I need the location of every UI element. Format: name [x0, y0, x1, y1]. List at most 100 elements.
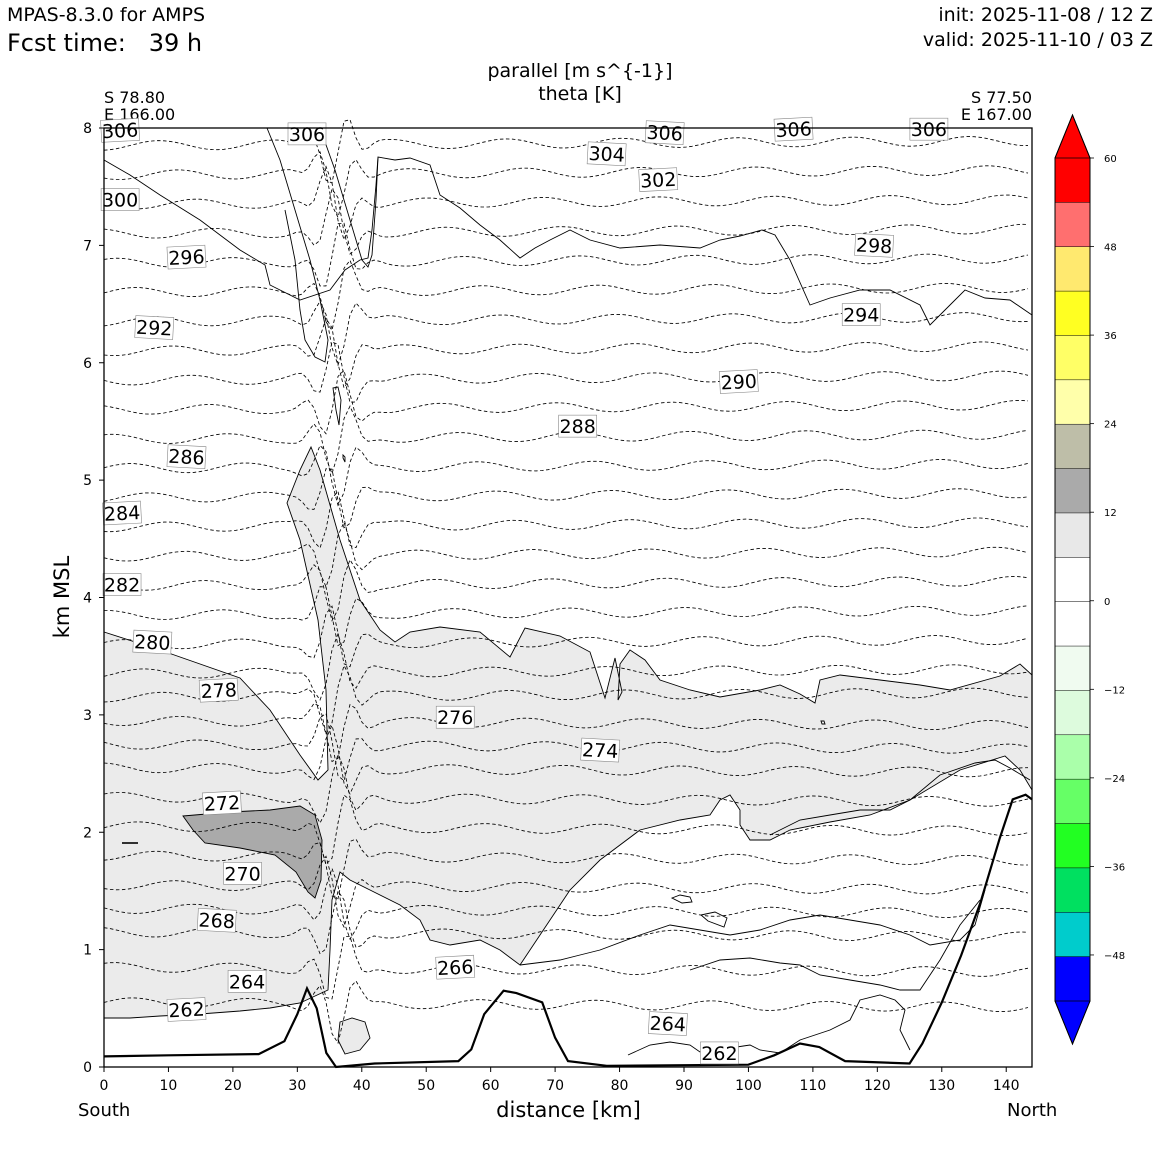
forecast-time: Fcst time: 39 h [7, 29, 203, 57]
colorbar-segment [1055, 512, 1090, 558]
theta-label-text: 270 [224, 863, 260, 885]
theta-label-text: 296 [168, 246, 205, 270]
chart-title-line-1: parallel [m s^{-1}] [487, 60, 673, 82]
colorbar-segment [1055, 557, 1090, 603]
theta-label-text: 290 [720, 371, 757, 395]
theta-label: 274 [580, 737, 621, 763]
colorbar-extend-over [1054, 113, 1091, 159]
colorbar-segment [1055, 335, 1090, 381]
valid-time: valid: 2025-11-10 / 03 Z [922, 29, 1153, 51]
colorbar-segment [1055, 734, 1090, 780]
y-tick-label: 5 [83, 473, 92, 489]
colorbar: 60 48 36 24 12 0 −12 −24 −36 −48 [1054, 113, 1125, 1046]
x-tick-label: 80 [611, 1078, 629, 1094]
theta-label: 298 [854, 233, 894, 258]
theta-label: 282 [102, 573, 142, 597]
wind-contour-small-1 [670, 894, 693, 904]
theta-label-text: 306 [289, 124, 325, 146]
theta-label-text: 306 [775, 118, 812, 142]
theta-label-text: 266 [437, 956, 474, 980]
south-label: South [78, 1100, 131, 1121]
y-axis: 0 1 2 3 4 5 6 7 8 [83, 121, 104, 1076]
wind-contour-lower-2 [689, 899, 981, 991]
theta-contour-10 [103, 702, 1029, 763]
theta-contour-28 [103, 165, 1029, 241]
theta-contour-17 [103, 490, 1029, 549]
theta-label: 300 [100, 188, 140, 212]
chart-title-line-2: theta [K] [538, 83, 622, 105]
theta-label-text: 274 [581, 739, 618, 763]
theta-label-text: 298 [855, 234, 892, 258]
theta-contour-14 [104, 586, 1029, 647]
theta-label-text: 306 [646, 122, 683, 146]
x-tick-label: 90 [675, 1078, 693, 1094]
colorbar-tick-label: 36 [1104, 331, 1117, 342]
model-title: MPAS-8.3.0 for AMPS [7, 4, 206, 26]
x-tick-label: 110 [800, 1078, 827, 1094]
theta-contour-13 [103, 605, 1029, 668]
x-tick-label: 100 [735, 1078, 762, 1094]
colorbar-segment [1055, 690, 1090, 736]
wind-contour-small-3 [820, 720, 826, 725]
theta-label: 268 [196, 907, 237, 933]
wind-shading [103, 445, 1033, 1055]
start-lat: S 78.80 [104, 88, 166, 107]
theta-label-text: 282 [104, 575, 140, 597]
theta-label: 284 [102, 500, 142, 526]
theta-contour-0 [103, 980, 1029, 1045]
colorbar-segment [1055, 202, 1090, 248]
y-tick-label: 2 [83, 825, 92, 841]
theta-label-text: 304 [588, 143, 625, 167]
colorbar-tick-label: 48 [1104, 243, 1117, 254]
y-tick-label: 4 [83, 591, 92, 607]
theta-label: 278 [198, 677, 239, 703]
theta-label: 276 [435, 705, 475, 729]
theta-label: 262 [700, 1041, 739, 1065]
theta-label-text: 268 [198, 909, 235, 933]
theta-label-text: 288 [560, 416, 596, 438]
theta-contour-16 [103, 521, 1029, 588]
theta-label: 306 [773, 116, 814, 142]
theta-label-text: 300 [102, 190, 138, 212]
colorbar-segment [1055, 379, 1090, 425]
north-label: North [1007, 1100, 1058, 1121]
theta-contour-19 [103, 444, 1029, 507]
colorbar-segment [1055, 646, 1090, 691]
theta-contour-2 [103, 890, 1029, 955]
theta-label-text: 264 [649, 1013, 686, 1037]
x-tick-label: 40 [353, 1078, 371, 1094]
theta-contour-30 [103, 119, 1029, 184]
colorbar-segment [1055, 291, 1090, 336]
colorbar-segment [1055, 601, 1090, 647]
y-axis-label: km MSL [50, 555, 74, 638]
colorbar-segment [1055, 867, 1090, 913]
y-tick-label: 6 [83, 356, 92, 372]
theta-contour-22 [103, 341, 1029, 403]
theta-label-text: 302 [640, 169, 677, 193]
x-tick-label: 50 [417, 1078, 435, 1094]
x-axis: 0 10 20 30 40 50 60 70 80 90 100 110 120 130 140 [100, 1067, 1020, 1094]
colorbar-tick-label: 0 [1104, 597, 1110, 608]
theta-contour-24 [103, 300, 1029, 367]
theta-contour-5 [103, 838, 1028, 900]
theta-label: 304 [586, 141, 627, 167]
wind-contour-small-2 [700, 911, 728, 928]
theta-label-text: 284 [103, 502, 140, 526]
theta-label: 306 [909, 117, 949, 141]
end-lon: E 167.00 [960, 105, 1032, 124]
theta-label: 272 [202, 790, 242, 816]
colorbar-segment [1055, 823, 1090, 869]
x-axis-label: distance [km] [496, 1098, 641, 1122]
theta-label-text: 264 [229, 971, 265, 993]
y-tick-label: 0 [83, 1060, 92, 1076]
shade-region-near-ground [337, 1017, 371, 1055]
theta-contour-21 [103, 369, 1029, 435]
theta-label-text: 278 [200, 679, 237, 703]
colorbar-tick-label: 12 [1104, 508, 1117, 519]
colorbar-segment [1055, 246, 1090, 292]
theta-contour-15 [103, 558, 1029, 622]
theta-contour-3 [103, 867, 1029, 940]
colorbar-segment [1055, 158, 1090, 203]
theta-label: 262 [166, 997, 207, 1022]
